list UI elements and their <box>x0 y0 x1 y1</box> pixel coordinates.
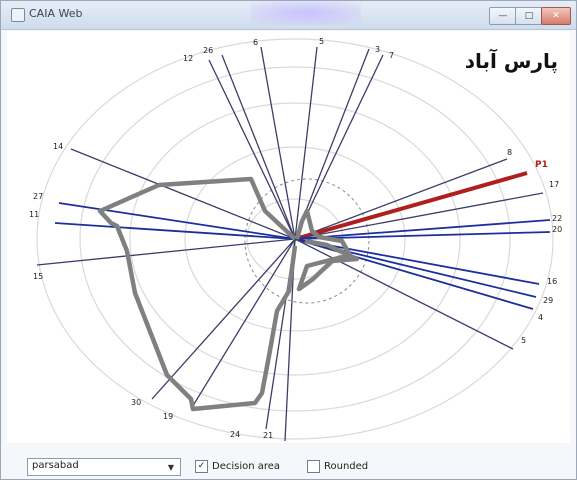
spoke-line <box>294 238 540 285</box>
grid-ring <box>184 146 406 332</box>
spoke-line <box>294 46 318 240</box>
spoke-line <box>294 54 384 240</box>
spoke-line <box>221 54 296 240</box>
spoke-line <box>294 48 370 240</box>
chevron-down-icon[interactable]: ▼ <box>167 462 175 472</box>
title-bar-glow <box>251 1 361 25</box>
spoke-line <box>54 222 296 240</box>
spoke-label: 4 <box>538 313 543 322</box>
window-title: CAIA Web <box>29 7 83 20</box>
spoke-line <box>294 219 551 240</box>
rounded-checkbox[interactable] <box>307 459 320 473</box>
spoke-label: 12 <box>183 54 193 63</box>
spoke-label: 8 <box>507 148 512 157</box>
spoke-line <box>260 46 296 240</box>
spoke-label: 5 <box>521 336 526 345</box>
place-name-title: پارس آباد <box>464 49 558 73</box>
grid-ring <box>36 38 554 440</box>
decision-area-toggle[interactable]: ✓ Decision area <box>195 458 280 474</box>
spoke-label: 27 <box>33 192 43 201</box>
app-icon <box>11 8 25 22</box>
spoke-label: 7 <box>389 51 394 60</box>
spoke-line <box>190 238 296 410</box>
spoke-line <box>70 148 296 240</box>
chart-canvas: 12 26 6 5 3 7 8 P1 17 22 20 16 29 4 5 21 24 19 30 15 11 27 14 … <box>7 31 570 443</box>
decision-area-label: Decision area <box>212 460 281 472</box>
spoke-label: 19 <box>163 412 173 421</box>
maximize-button[interactable]: □ <box>515 7 543 25</box>
spoke-line <box>294 171 528 241</box>
rounded-label: Rounded <box>324 460 369 472</box>
spoke-line <box>36 238 296 266</box>
close-button[interactable]: ✕ <box>541 7 571 25</box>
location-dropdown-value: parsabad <box>32 460 79 471</box>
spoke-label: 6 <box>253 38 258 47</box>
spoke-line <box>208 59 296 240</box>
spoke-label: 21 <box>263 431 273 440</box>
title-bar: CAIA Web — □ ✕ <box>1 1 576 30</box>
spoke-label: 14 <box>53 142 63 151</box>
spoke-label: 17 <box>549 180 559 189</box>
spoke-line <box>294 158 508 240</box>
decision-polygon-right <box>294 208 360 292</box>
decision-polygon-left <box>97 176 298 412</box>
decision-area-checkbox[interactable]: ✓ <box>195 459 208 473</box>
spoke-line <box>294 238 514 350</box>
rounded-toggle[interactable]: Rounded <box>307 458 368 474</box>
spoke-line <box>58 202 296 240</box>
spoke-label: 26 <box>203 46 213 55</box>
grid-ring <box>79 66 511 412</box>
spoke-label: P1 <box>535 160 548 170</box>
location-dropdown[interactable]: parsabad ▼ <box>27 458 181 476</box>
decision-ring <box>244 178 370 304</box>
spoke-label: 22 <box>552 214 562 223</box>
polar-chart: 12 26 6 5 37 8 P1 17 22 20 16 294 5 21 24 19 30 15 11 27 14 <box>29 37 562 442</box>
spoke-line <box>151 238 296 400</box>
spoke-label: 30 <box>131 398 141 407</box>
control-bar: parsabad ▼ ✓ Decision area Rounded <box>1 447 576 479</box>
minimize-button[interactable]: — <box>489 7 517 25</box>
grid-ring <box>129 102 461 376</box>
spoke-label: 3 <box>375 45 380 54</box>
spoke-label: 29 <box>543 296 553 305</box>
spoke-label: 20 <box>552 225 562 234</box>
spoke-label: 15 <box>33 272 43 281</box>
spoke-label: 5 <box>319 37 324 46</box>
spoke-line <box>294 192 544 240</box>
spoke-label: 16 <box>547 277 557 286</box>
spoke-label: 24 <box>230 430 240 439</box>
spoke-label: 11 <box>29 210 39 219</box>
spoke-line <box>294 231 551 240</box>
